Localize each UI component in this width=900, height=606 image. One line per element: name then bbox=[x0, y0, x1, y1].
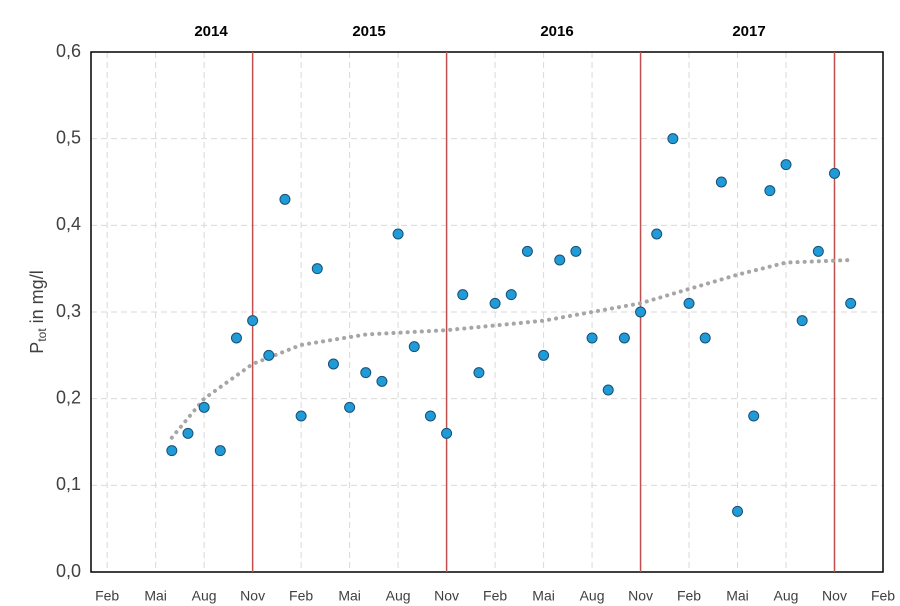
x-tick-label: Nov bbox=[240, 588, 265, 604]
point bbox=[327, 358, 339, 370]
year-label: 2017 bbox=[732, 23, 765, 40]
point bbox=[263, 349, 275, 361]
point bbox=[279, 193, 291, 205]
point bbox=[344, 401, 356, 413]
point bbox=[570, 245, 582, 257]
y-tick-label: 0,1 bbox=[56, 474, 81, 494]
x-tick-label: Mai bbox=[726, 588, 749, 604]
x-tick-label: Mai bbox=[532, 588, 555, 604]
y-tick-label: 0,2 bbox=[56, 387, 81, 407]
point bbox=[214, 445, 226, 457]
point bbox=[441, 427, 453, 439]
point bbox=[618, 332, 630, 344]
point bbox=[732, 505, 744, 517]
point bbox=[295, 410, 307, 422]
point bbox=[845, 297, 857, 309]
x-tick-label: Feb bbox=[483, 588, 507, 604]
year-label: 2016 bbox=[540, 23, 573, 40]
y-tick-label: 0,6 bbox=[56, 41, 81, 61]
point bbox=[748, 410, 760, 422]
point bbox=[473, 367, 485, 379]
point bbox=[166, 445, 178, 457]
y-label-rest: in mg/l bbox=[27, 270, 47, 328]
point bbox=[392, 228, 404, 240]
plot-frame bbox=[90, 51, 884, 573]
point bbox=[602, 384, 614, 396]
x-tick-label: Aug bbox=[386, 588, 411, 604]
point bbox=[505, 289, 517, 301]
y-label-main: P bbox=[27, 342, 47, 354]
point bbox=[586, 332, 598, 344]
x-tick-label: Feb bbox=[677, 588, 701, 604]
point bbox=[457, 289, 469, 301]
point bbox=[489, 297, 501, 309]
point bbox=[780, 159, 792, 171]
point bbox=[683, 297, 695, 309]
point bbox=[376, 375, 388, 387]
point bbox=[796, 315, 808, 327]
point bbox=[408, 341, 420, 353]
point bbox=[311, 263, 323, 275]
point bbox=[360, 367, 372, 379]
x-tick-label: Nov bbox=[822, 588, 847, 604]
y-axis-label: Ptot in mg/l bbox=[27, 270, 49, 353]
point bbox=[812, 245, 824, 257]
x-tick-label: Aug bbox=[774, 588, 799, 604]
x-tick-label: Mai bbox=[338, 588, 361, 604]
point bbox=[699, 332, 711, 344]
y-tick-label: 0,4 bbox=[56, 214, 81, 234]
y-tick-label: 0,5 bbox=[56, 127, 81, 147]
y-label-sub: tot bbox=[35, 328, 49, 342]
x-tick-label: Feb bbox=[95, 588, 119, 604]
point bbox=[198, 401, 210, 413]
point bbox=[667, 133, 679, 145]
point bbox=[538, 349, 550, 361]
point bbox=[230, 332, 242, 344]
x-tick-label: Feb bbox=[289, 588, 313, 604]
year-label: 2014 bbox=[194, 23, 228, 40]
point bbox=[764, 185, 776, 197]
y-tick-label: 0,0 bbox=[56, 561, 81, 581]
y-tick-label: 0,3 bbox=[56, 301, 81, 321]
point bbox=[182, 427, 194, 439]
point bbox=[635, 306, 647, 318]
x-tick-label: Feb bbox=[871, 588, 895, 604]
x-tick-label: Mai bbox=[144, 588, 167, 604]
point bbox=[715, 176, 727, 188]
year-label: 2015 bbox=[352, 23, 385, 40]
x-tick-label: Nov bbox=[434, 588, 459, 604]
x-tick-label: Aug bbox=[192, 588, 217, 604]
point bbox=[521, 245, 533, 257]
point bbox=[247, 315, 259, 327]
trendline bbox=[169, 258, 853, 440]
point bbox=[424, 410, 436, 422]
point bbox=[554, 254, 566, 266]
x-tick-label: Aug bbox=[580, 588, 605, 604]
point bbox=[651, 228, 663, 240]
x-tick-label: Nov bbox=[628, 588, 653, 604]
point bbox=[829, 167, 841, 179]
